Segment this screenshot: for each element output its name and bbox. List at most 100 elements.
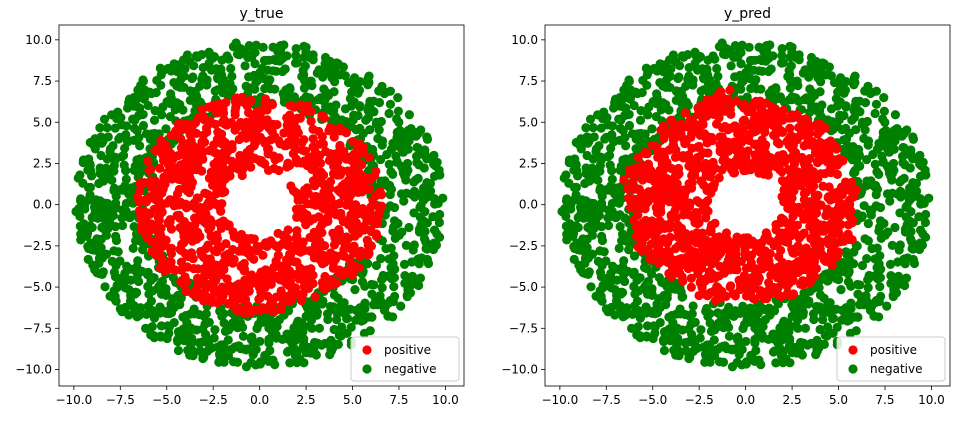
legend-marker-positive xyxy=(362,345,372,355)
point-negative xyxy=(240,344,250,354)
point-negative xyxy=(297,320,308,330)
point-negative xyxy=(203,336,213,346)
point-positive xyxy=(240,308,250,318)
point-positive xyxy=(785,123,795,133)
point-negative xyxy=(751,345,761,356)
point-negative xyxy=(333,59,343,69)
point-positive xyxy=(289,102,299,112)
point-positive xyxy=(200,188,210,198)
point-positive xyxy=(796,265,806,275)
point-positive xyxy=(315,158,326,168)
point-positive xyxy=(771,225,781,235)
point-positive xyxy=(746,283,756,293)
point-negative xyxy=(675,304,685,314)
point-negative xyxy=(659,337,669,347)
point-negative xyxy=(124,212,134,222)
point-negative xyxy=(890,275,900,285)
point-negative xyxy=(655,77,665,88)
point-positive xyxy=(624,193,634,203)
point-positive xyxy=(255,111,265,121)
point-negative xyxy=(129,135,139,145)
point-negative xyxy=(576,144,586,154)
point-positive xyxy=(625,169,636,179)
point-positive xyxy=(834,229,844,239)
point-negative xyxy=(841,123,851,133)
point-positive xyxy=(801,200,811,210)
point-positive xyxy=(293,195,303,205)
point-negative xyxy=(413,173,423,183)
x-tick-label: 2.5 xyxy=(297,393,316,407)
point-positive xyxy=(230,125,240,135)
point-negative xyxy=(307,323,317,333)
point-negative xyxy=(815,87,825,97)
point-negative xyxy=(76,229,86,239)
x-tick-label: 7.5 xyxy=(875,393,894,407)
y-tick-label: 0.0 xyxy=(519,198,538,212)
point-positive xyxy=(196,141,206,151)
point-positive xyxy=(733,129,744,139)
point-negative xyxy=(711,322,722,333)
point-positive xyxy=(241,234,251,244)
point-negative xyxy=(732,334,743,345)
point-negative xyxy=(872,167,882,177)
point-positive xyxy=(652,142,662,152)
point-negative xyxy=(108,141,118,151)
point-positive xyxy=(174,184,184,195)
point-negative xyxy=(724,331,735,341)
point-positive xyxy=(644,174,655,184)
point-negative xyxy=(791,50,801,60)
point-negative xyxy=(125,296,136,306)
point-negative xyxy=(904,215,914,226)
point-positive xyxy=(698,148,709,158)
y-tick-label: 5.0 xyxy=(33,115,52,129)
point-negative xyxy=(841,101,851,111)
point-negative xyxy=(329,87,339,97)
point-positive xyxy=(321,274,331,284)
point-positive xyxy=(778,105,789,116)
point-negative xyxy=(593,256,603,266)
point-positive xyxy=(724,123,734,133)
point-positive xyxy=(757,264,767,274)
point-positive xyxy=(138,196,148,206)
x-tick-label: 10.0 xyxy=(432,393,459,407)
point-positive xyxy=(237,170,247,181)
point-positive xyxy=(196,246,206,257)
point-negative xyxy=(134,232,144,242)
point-negative xyxy=(429,225,440,235)
point-positive xyxy=(256,267,266,277)
point-positive xyxy=(315,223,325,233)
point-negative xyxy=(614,243,624,253)
point-positive xyxy=(181,162,191,172)
point-negative xyxy=(109,186,119,196)
point-negative xyxy=(834,115,844,125)
point-negative xyxy=(398,168,409,178)
point-positive xyxy=(195,279,205,289)
point-negative xyxy=(102,123,112,133)
point-negative xyxy=(156,321,167,331)
point-negative xyxy=(100,282,110,292)
point-positive xyxy=(728,168,739,178)
point-positive xyxy=(134,186,145,196)
point-negative xyxy=(899,143,909,153)
point-positive xyxy=(653,243,663,253)
point-positive xyxy=(291,289,302,300)
point-negative xyxy=(677,99,687,109)
point-negative xyxy=(818,315,828,325)
point-positive xyxy=(256,287,266,297)
point-negative xyxy=(148,286,158,296)
point-negative xyxy=(292,58,302,68)
point-negative xyxy=(631,87,641,97)
point-negative xyxy=(905,192,915,202)
point-negative xyxy=(291,50,301,61)
point-negative xyxy=(161,124,171,134)
point-negative xyxy=(199,311,209,321)
point-negative xyxy=(434,217,444,228)
point-negative xyxy=(853,312,863,322)
point-positive xyxy=(701,213,711,223)
point-positive xyxy=(146,176,156,186)
point-negative xyxy=(766,64,776,74)
point-negative xyxy=(329,290,340,300)
point-positive xyxy=(810,223,821,233)
point-positive xyxy=(683,237,693,247)
point-positive xyxy=(808,167,818,177)
